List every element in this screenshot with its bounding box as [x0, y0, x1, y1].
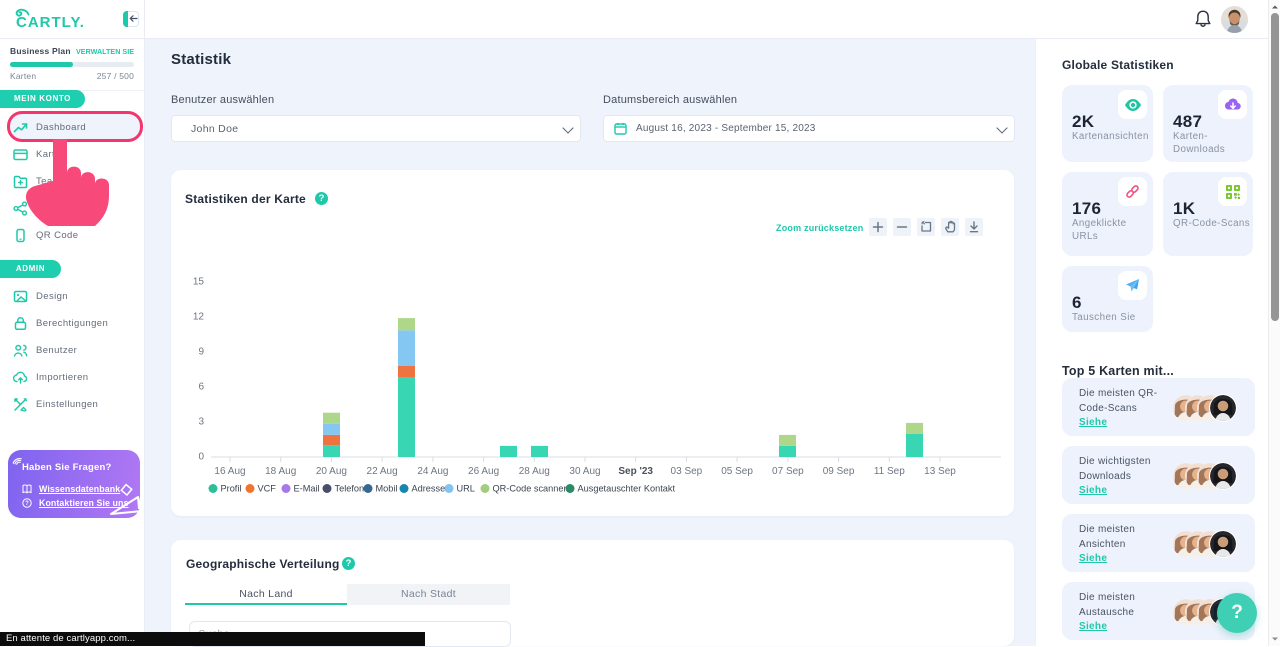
svg-text:03 Sep: 03 Sep	[671, 466, 703, 477]
svg-text:09 Sep: 09 Sep	[823, 466, 855, 477]
svg-text:16 Aug: 16 Aug	[214, 466, 245, 477]
svg-text:URL: URL	[457, 484, 475, 494]
svg-text:Profil: Profil	[221, 484, 242, 494]
svg-text:22 Aug: 22 Aug	[367, 466, 398, 477]
svg-text:Ausgetauschter Kontakt: Ausgetauschter Kontakt	[578, 484, 676, 494]
svg-text:12: 12	[193, 312, 205, 323]
svg-text:Mobil: Mobil	[376, 484, 398, 494]
svg-text:QR-Code scannen: QR-Code scannen	[493, 484, 569, 494]
svg-text:0: 0	[198, 452, 204, 463]
svg-text:6: 6	[198, 382, 204, 393]
svg-text:VCF: VCF	[258, 484, 277, 494]
svg-text:11 Sep: 11 Sep	[874, 466, 905, 477]
svg-text:E-Mail: E-Mail	[294, 484, 320, 494]
svg-text:30 Aug: 30 Aug	[569, 466, 600, 477]
svg-text:?: ?	[25, 501, 29, 507]
svg-text:CARTLY.: CARTLY.	[16, 14, 85, 31]
svg-text:26 Aug: 26 Aug	[468, 466, 499, 477]
svg-text:3: 3	[198, 417, 204, 428]
svg-text:15: 15	[193, 277, 205, 288]
svg-text:20 Aug: 20 Aug	[316, 466, 347, 477]
svg-text:07 Sep: 07 Sep	[772, 466, 804, 477]
svg-text:9: 9	[198, 347, 204, 358]
svg-text:28 Aug: 28 Aug	[519, 466, 550, 477]
svg-text:24 Aug: 24 Aug	[417, 466, 448, 477]
svg-text:05 Sep: 05 Sep	[721, 466, 753, 477]
svg-text:18 Aug: 18 Aug	[265, 466, 296, 477]
svg-text:Sep '23: Sep '23	[618, 466, 653, 477]
svg-text:13 Sep: 13 Sep	[924, 466, 956, 477]
svg-text:Telefon: Telefon	[335, 484, 365, 494]
svg-text:Adresse: Adresse	[412, 484, 446, 494]
